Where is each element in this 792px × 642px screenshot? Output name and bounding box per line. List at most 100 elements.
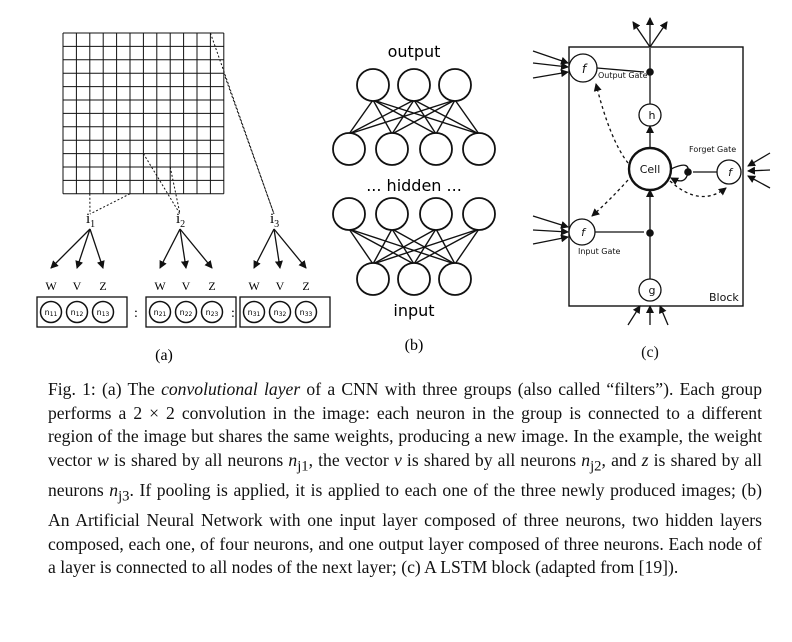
forget-gate-glyph: f [728, 166, 734, 179]
ann-connection [348, 99, 456, 135]
caption-italic-term: convolutional layer [161, 379, 301, 399]
weight-v: V [276, 279, 285, 293]
caption-nj2-sub: j2 [590, 458, 602, 475]
hidden-neuron [419, 197, 453, 231]
hidden-neuron [375, 197, 409, 231]
ann-connection [391, 228, 456, 265]
ann-connection [413, 99, 480, 135]
neuron-node [242, 300, 266, 324]
neuron-node [268, 300, 292, 324]
neuron-node [294, 300, 318, 324]
weight-w: W [154, 279, 166, 293]
panel-c-lstm-block: f Output Gate h Cell f Forget Gate f Inp… [532, 17, 771, 361]
group-label: i3 [270, 211, 279, 230]
input-gate-glyph: f [581, 226, 587, 239]
group-label: i2 [176, 211, 185, 230]
weight-v: V [182, 279, 191, 293]
output-gate-node [568, 53, 598, 83]
neuron-label: n33 [300, 308, 313, 318]
neuron-box [36, 296, 128, 328]
weight-z: Z [302, 279, 309, 293]
caption-seg4: , the vector [308, 449, 394, 470]
figure-caption: Fig. 1: (a) The convolutional layer of a… [48, 378, 762, 580]
input-gate-label: Input Gate [578, 247, 620, 256]
h-glyph: h [649, 109, 656, 122]
weight-w: W [45, 279, 57, 293]
panel-a-caption: (a) [155, 347, 173, 364]
forget-gate-node [716, 159, 742, 185]
forget-gate-label: Forget Gate [689, 145, 736, 154]
neuron-label: n11 [45, 308, 58, 318]
output-gate-glyph: f [582, 62, 588, 76]
ann-connection [413, 228, 480, 265]
caption-seg7: is shared by all neurons [48, 449, 762, 500]
ann-connection [348, 99, 374, 135]
ann-connection [348, 228, 374, 265]
caption-nj3: n [109, 479, 119, 500]
neuron-label: n12 [71, 308, 84, 318]
caption-z: z [641, 449, 649, 470]
caption-nj2: n [581, 449, 591, 470]
caption-seg8: . If pooling is applied, it is applied t… [48, 479, 762, 578]
hidden-neuron [375, 132, 409, 166]
caption-seg6: , and [601, 449, 642, 470]
ann-connection [372, 99, 480, 135]
ann-connection [372, 228, 393, 265]
neuron-node [39, 300, 63, 324]
ann-connection [435, 99, 456, 135]
cell-label: Cell [640, 163, 661, 176]
neuron-label: n23 [206, 308, 219, 318]
panel-b-neural-network: output ... hidden ... input (b) [332, 42, 496, 354]
hidden-neuron [462, 197, 496, 231]
lstm-block-frame [568, 46, 744, 307]
hidden-neuron [332, 132, 366, 166]
weight-w: W [248, 279, 260, 293]
neuron-node [200, 300, 224, 324]
input-neuron [356, 262, 390, 296]
image-grid [62, 32, 225, 195]
g-node [638, 278, 662, 302]
ann-connection [348, 228, 456, 265]
caption-seg1: (a) The [95, 379, 162, 399]
output-gate-label: Output Gate [598, 71, 648, 80]
weight-z: Z [99, 279, 106, 293]
ann-connection [391, 228, 415, 265]
neuron-node [91, 300, 115, 324]
ann-connection [348, 228, 415, 265]
ann-connection [372, 228, 437, 265]
input-neuron [397, 262, 431, 296]
neuron-label: n31 [248, 308, 261, 318]
neuron-label: n21 [154, 308, 167, 318]
neuron-box [239, 296, 331, 328]
hidden-neuron [419, 132, 453, 166]
cell-node [627, 146, 673, 192]
ann-connection [348, 99, 415, 135]
neuron-node [148, 300, 172, 324]
neuron-node [65, 300, 89, 324]
group-separator: : [231, 306, 235, 321]
weight-v: V [73, 279, 82, 293]
g-glyph: g [649, 284, 656, 297]
forget-multiplier [684, 168, 692, 176]
caption-w: w [97, 449, 109, 470]
input-neuron [438, 262, 472, 296]
caption-nj1: n [288, 449, 298, 470]
ann-connection [372, 99, 437, 135]
neuron-box [145, 296, 237, 328]
h-node [638, 103, 662, 127]
caption-nj3-sub: j3 [118, 488, 130, 505]
caption-seg3: is shared by all neurons [108, 449, 289, 470]
output-neuron [397, 68, 431, 102]
neuron-label: n13 [97, 308, 110, 318]
ann-connection [372, 228, 480, 265]
neuron-label: n32 [274, 308, 287, 318]
ann-connection [454, 228, 480, 265]
weight-z: Z [208, 279, 215, 293]
hidden-label: ... hidden ... [366, 176, 462, 195]
hidden-neuron [332, 197, 366, 231]
neuron-node [174, 300, 198, 324]
